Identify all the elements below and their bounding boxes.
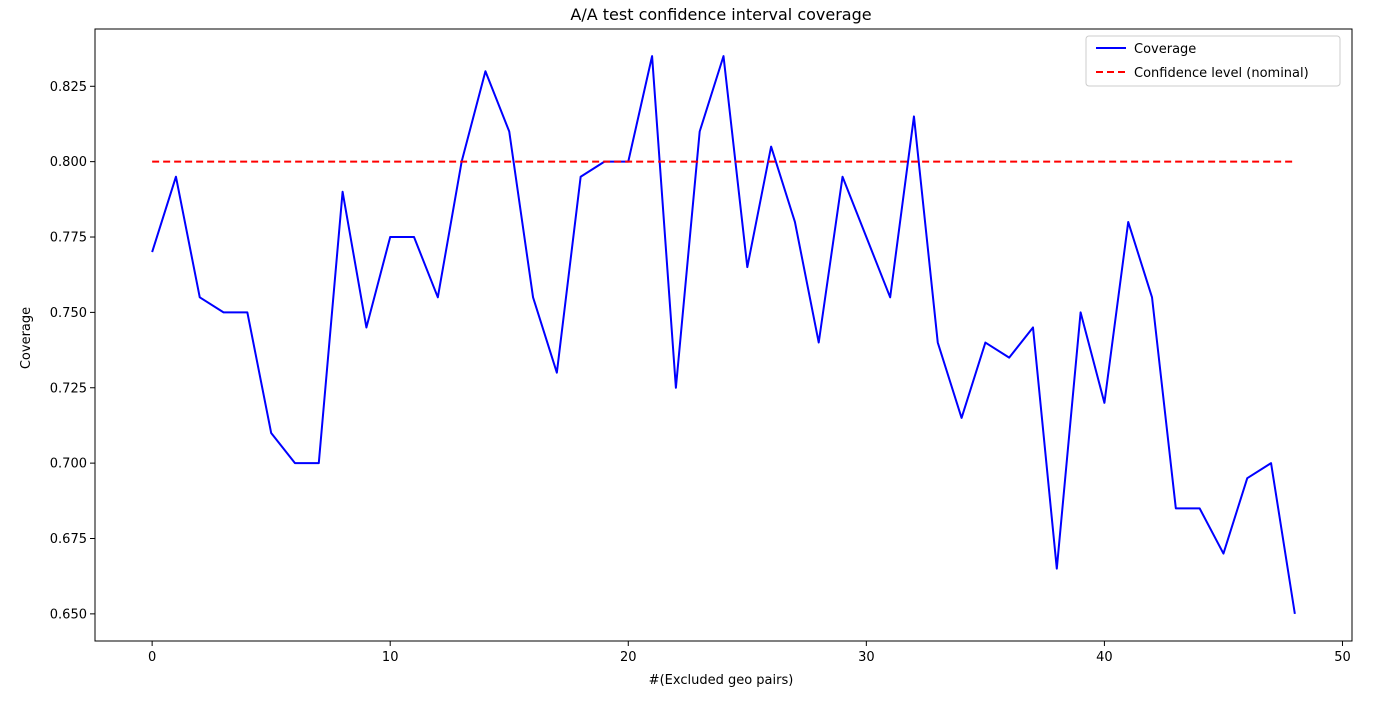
x-axis-label: #(Excluded geo pairs) (649, 673, 794, 688)
x-tick-label: 50 (1334, 650, 1351, 665)
y-tick-label: 0.725 (50, 381, 87, 396)
x-tick-label: 40 (1096, 650, 1113, 665)
legend-box (1085, 35, 1341, 87)
y-tick-label: 0.650 (50, 607, 87, 622)
y-axis: 0.650 0.675 0.700 0.725 0.750 0.775 0.800 0.825 (50, 80, 95, 622)
x-tick-label: 0 (148, 650, 156, 665)
x-axis: 0 10 20 30 40 50 (148, 641, 1351, 665)
x-tick-label: 30 (858, 650, 875, 665)
series-line-coverage (151, 55, 1296, 615)
y-tick-label: 0.750 (50, 306, 87, 321)
legend-label-coverage: Coverage (1134, 42, 1196, 57)
legend: Coverage Confidence level (nominal) (1085, 35, 1341, 87)
y-tick-label: 0.700 (50, 457, 87, 472)
x-tick-label: 10 (382, 650, 399, 665)
y-tick-label: 0.675 (50, 532, 87, 547)
y-tick-label: 0.775 (50, 231, 87, 246)
x-tick-label: 20 (620, 650, 637, 665)
y-tick-label: 0.800 (50, 155, 87, 170)
y-tick-label: 0.825 (50, 80, 87, 95)
plot-area (151, 55, 1296, 615)
chart-title: A/A test confidence interval coverage (570, 5, 871, 24)
plot-frame (94, 28, 1353, 642)
y-axis-label: Coverage (19, 307, 34, 369)
legend-label-confidence: Confidence level (nominal) (1134, 66, 1309, 81)
